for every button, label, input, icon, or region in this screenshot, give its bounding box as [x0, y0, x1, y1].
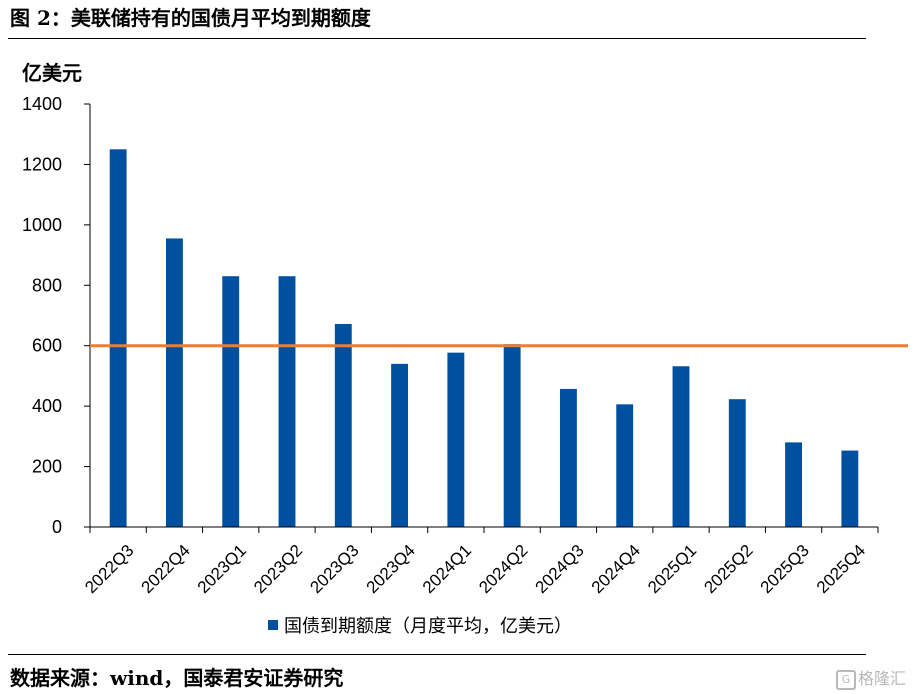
- x-axis: 2022Q3 2022Q4 2023Q1 2023Q2 2023Q3 2023Q4 2024…: [81, 526, 879, 597]
- x-tick-label: 2025Q1: [644, 541, 700, 597]
- x-tick-label: 2022Q3: [81, 541, 137, 597]
- x-tick-label: 2025Q3: [757, 541, 813, 597]
- bar: [222, 276, 240, 527]
- watermark: G 格隆汇: [836, 665, 906, 690]
- x-tick-label: 2023Q4: [363, 541, 419, 597]
- x-tick-label: 2025Q4: [813, 541, 869, 597]
- bar: [672, 366, 690, 527]
- x-tick-label: 2024Q3: [532, 541, 588, 597]
- y-tick-label: 1000: [22, 215, 62, 235]
- legend-swatch: [268, 620, 278, 630]
- gelonghui-logo-icon: G: [836, 669, 856, 690]
- y-tick-label: 1400: [22, 94, 62, 114]
- x-tick-label: 2025Q2: [700, 541, 756, 597]
- bar: [278, 276, 296, 527]
- bar: [616, 404, 634, 527]
- bar: [503, 344, 521, 527]
- x-tick-label: 2024Q4: [588, 541, 644, 597]
- bar: [785, 442, 803, 527]
- bar: [391, 363, 409, 527]
- bars: [109, 149, 859, 528]
- y-tick-label: 200: [32, 457, 62, 477]
- y-tick-label: 600: [32, 336, 62, 356]
- y-unit-label: 亿美元: [22, 61, 82, 85]
- y-tick-label: 400: [32, 396, 62, 416]
- title-rule: [8, 38, 866, 39]
- bar: [841, 450, 859, 527]
- legend: 国债到期额度（月度平均，亿美元）: [268, 612, 572, 638]
- x-tick-label: 2023Q1: [194, 541, 250, 597]
- y-axis: 0 200 400 600 800 1000 1200 1400: [22, 94, 91, 537]
- source-rule: [8, 654, 866, 655]
- bar: [447, 352, 465, 527]
- bar: [165, 238, 183, 528]
- x-tick-label: 2023Q2: [250, 541, 306, 597]
- bar: [334, 323, 352, 527]
- x-tick-label: 2024Q2: [475, 541, 531, 597]
- x-tick-label: 2022Q4: [138, 541, 194, 597]
- y-tick-label: 0: [52, 517, 62, 537]
- x-tick-label: 2024Q1: [419, 541, 475, 597]
- chart-title: 图 2：美联储持有的国债月平均到期额度: [10, 6, 371, 30]
- x-tick-label: 2023Q3: [306, 541, 362, 597]
- y-tick-label: 1200: [22, 154, 62, 174]
- y-tick-label: 800: [32, 275, 62, 295]
- source-note: 数据来源：wind，国泰君安证券研究: [10, 666, 344, 690]
- bar: [109, 149, 127, 528]
- watermark-text: 格隆汇: [858, 669, 907, 688]
- legend-label: 国债到期额度（月度平均，亿美元）: [284, 616, 572, 637]
- bar: [728, 399, 746, 527]
- bar: [559, 388, 577, 527]
